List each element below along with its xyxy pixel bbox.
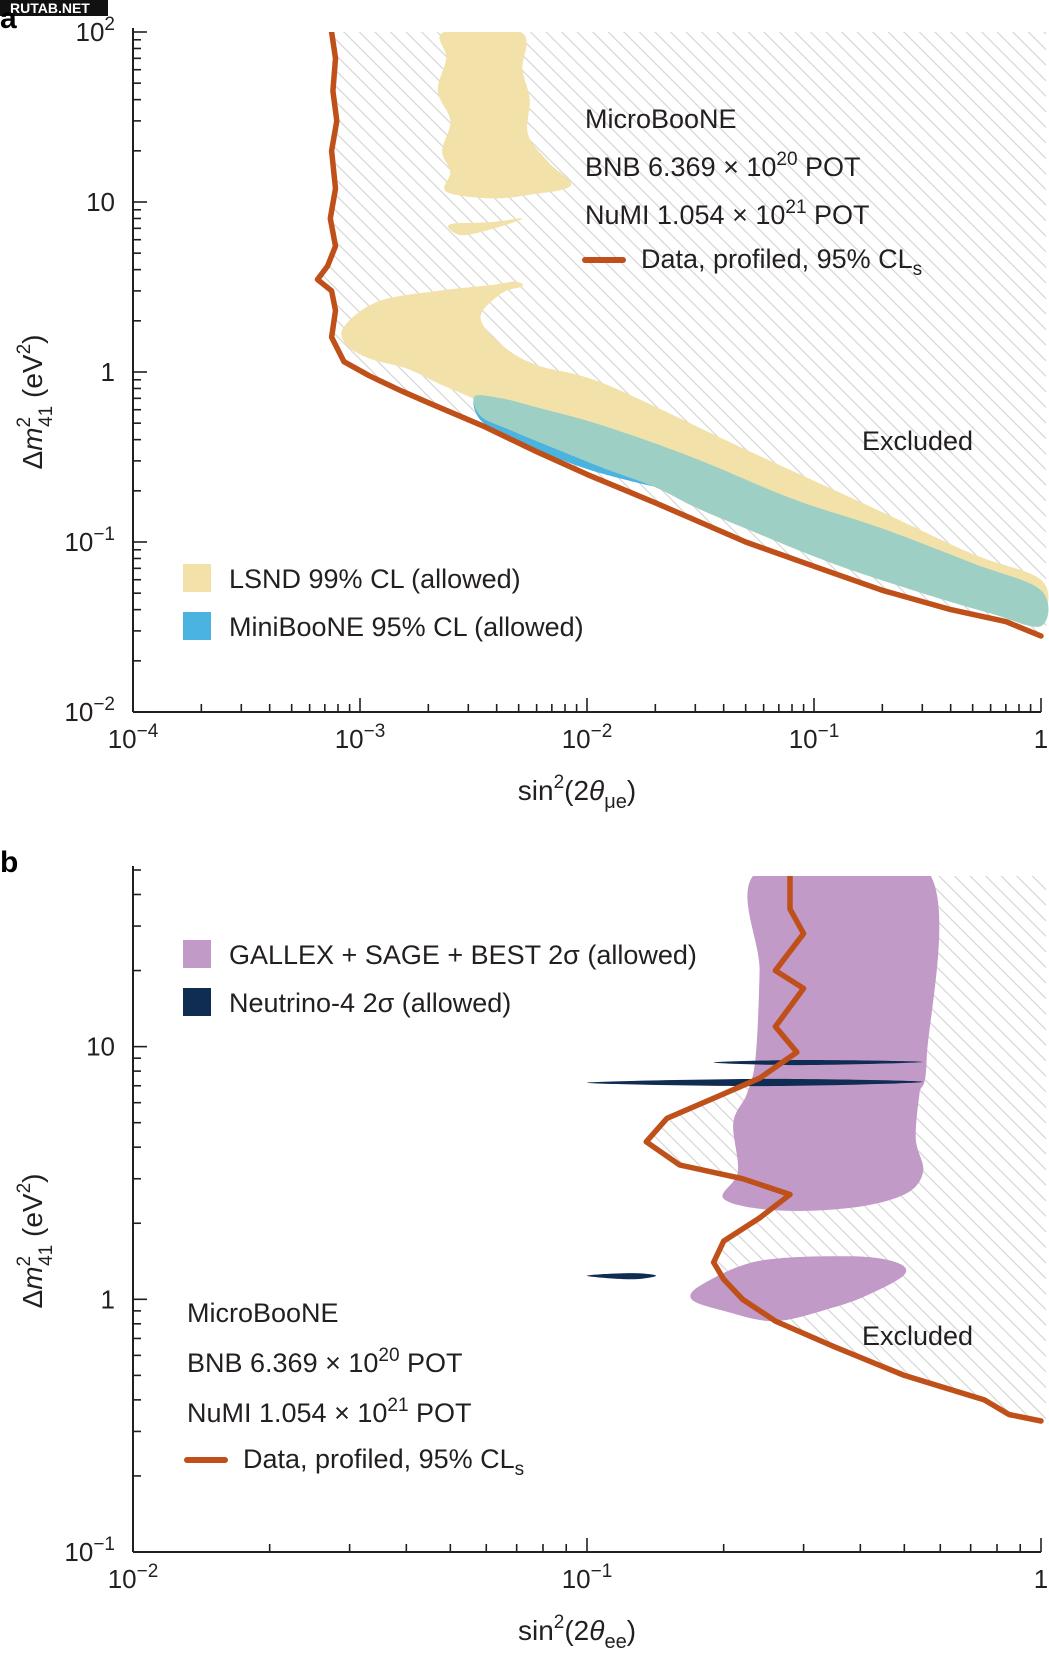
a-data-line bbox=[314, 32, 1044, 639]
b-region-gallex-sage-best-2-allowed-1 bbox=[690, 1256, 907, 1322]
a-y-axis-label: Δm241 (eV2) bbox=[14, 334, 57, 469]
a-x-tick-label: 10−2 bbox=[562, 721, 613, 754]
b-numi-label: NuMI 1.054 × 1021 POT bbox=[187, 1395, 472, 1428]
a-y-tick-label: 10−1 bbox=[64, 524, 115, 557]
a-numi-label: NuMI 1.054 × 1021 POT bbox=[585, 197, 870, 230]
b-legend-label-0: GALLEX + SAGE + BEST 2σ (allowed) bbox=[229, 940, 697, 970]
a-legend-swatch-1 bbox=[183, 612, 211, 640]
watermark: RUTAB.NET bbox=[10, 0, 90, 16]
a-region-lsnd-miniboone-overlap-0 bbox=[473, 395, 1049, 627]
a-experiment-label: MicroBooNE bbox=[585, 104, 737, 134]
b-legend-swatch-0 bbox=[183, 940, 211, 968]
a-x-tick-label: 10−3 bbox=[335, 721, 386, 754]
b-legend-data-label: Data, profiled, 95% CLs bbox=[243, 1444, 524, 1480]
b-y-tick-label: 1 bbox=[101, 1284, 115, 1314]
a-y-tick-label: 1 bbox=[101, 357, 115, 387]
a-x-tick-label: 10−4 bbox=[108, 721, 159, 754]
a-bnb-label: BNB 6.369 × 1020 POT bbox=[585, 149, 861, 182]
b-y-axis-label: Δm241 (eV2) bbox=[14, 1173, 57, 1308]
b-excluded-label: Excluded bbox=[862, 1321, 973, 1351]
b-x-tick-label: 10−1 bbox=[562, 1561, 613, 1594]
b-y-tick-label: 10−1 bbox=[64, 1534, 115, 1567]
panel-a-label: a bbox=[0, 2, 17, 35]
b-x-tick-label: 10−2 bbox=[108, 1561, 159, 1594]
b-x-axis-label: sin2(2θee) bbox=[518, 1612, 636, 1653]
a-excluded-label: Excluded bbox=[862, 426, 973, 456]
b-data-line bbox=[643, 876, 1044, 1424]
a-legend-label-0: LSND 99% CL (allowed) bbox=[229, 564, 521, 594]
watermark-bg bbox=[0, 0, 108, 16]
b-x-tick-label: 1 bbox=[1034, 1564, 1048, 1594]
b-bnb-label: BNB 6.369 × 1020 POT bbox=[187, 1345, 463, 1378]
panel-b-label: b bbox=[0, 846, 18, 879]
b-legend-swatch-1 bbox=[183, 988, 211, 1016]
a-legend-data-label: Data, profiled, 95% CLs bbox=[641, 244, 922, 280]
b-legend-label-1: Neutrino-4 2σ (allowed) bbox=[229, 988, 511, 1018]
b-region-neutrino-4-2-allowed-2 bbox=[587, 1273, 657, 1280]
b-region-gallex-sage-best-2-allowed-0 bbox=[722, 876, 940, 1211]
a-legend-label-1: MiniBooNE 95% CL (allowed) bbox=[229, 612, 584, 642]
a-x-axis-label: sin2(2θμe) bbox=[518, 772, 636, 813]
a-y-tick-label: 10 bbox=[86, 187, 115, 217]
panel-a-chart: a 10−4 10−3 10−2 10−1 1 10−2 10−1 1 10 102 sin2(2θ… bbox=[0, 2, 1049, 813]
a-y-tick-label: 102 bbox=[76, 14, 116, 47]
b-y-tick-label: 10 bbox=[86, 1032, 115, 1062]
a-x-tick-label: 1 bbox=[1034, 724, 1048, 754]
a-legend-swatch-0 bbox=[183, 564, 211, 592]
a-region-lsnd-99-cl-allowed-0 bbox=[437, 32, 572, 199]
a-y-tick-label: 10−2 bbox=[64, 694, 115, 727]
a-region-lsnd-99-cl-allowed-1 bbox=[448, 218, 523, 236]
a-x-tick-label: 10−1 bbox=[789, 721, 840, 754]
b-experiment-label: MicroBooNE bbox=[187, 1298, 339, 1328]
b-region-neutrino-4-2-allowed-0 bbox=[713, 1059, 924, 1066]
